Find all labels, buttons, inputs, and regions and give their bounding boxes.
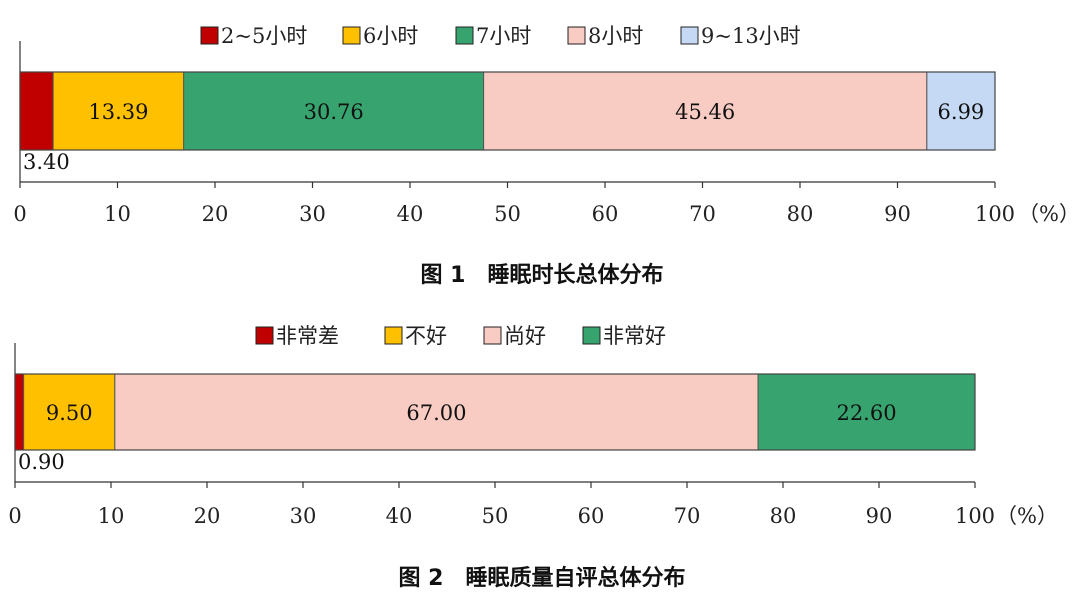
legend-label: 8小时 <box>588 24 643 48</box>
x-tick-label: 60 <box>592 202 619 226</box>
legend-swatch <box>455 26 474 45</box>
chart-caption: 图 1 睡眠时长总体分布 <box>421 262 664 288</box>
x-tick-label: 50 <box>482 504 509 528</box>
data-label: 22.60 <box>836 401 896 425</box>
bar-segment <box>19 71 54 151</box>
data-label: 45.46 <box>675 100 735 124</box>
bar-outline <box>19 71 996 151</box>
chart-caption: 图 2 睡眠质量自评总体分布 <box>399 565 686 591</box>
data-label: 0.90 <box>18 450 65 474</box>
x-tick-label: 70 <box>689 202 716 226</box>
x-tick-label: 10 <box>98 504 125 528</box>
data-label: 13.39 <box>88 100 148 124</box>
legend-swatch <box>200 26 219 45</box>
legend-label: 尚好 <box>504 324 546 348</box>
x-tick-label: 40 <box>386 504 413 528</box>
legend-swatch <box>384 326 403 345</box>
legend-label: 9~13小时 <box>701 24 801 48</box>
x-tick-label: 90 <box>884 202 911 226</box>
x-tick-label: 20 <box>202 202 229 226</box>
bar-segment <box>14 373 25 451</box>
x-unit-label: （%） <box>996 504 1058 528</box>
legend-swatch <box>255 326 274 345</box>
legend-label: 7小时 <box>476 24 531 48</box>
legend-swatch <box>483 326 502 345</box>
x-tick-label: 10 <box>104 202 131 226</box>
legend-label: 2~5小时 <box>221 24 307 48</box>
legend-swatch <box>680 26 699 45</box>
x-tick-label: 20 <box>194 504 221 528</box>
x-tick-label: 60 <box>578 504 605 528</box>
data-label: 9.50 <box>46 401 93 425</box>
x-tick-label: 50 <box>494 202 521 226</box>
x-tick-label: 100 <box>975 202 1015 226</box>
x-tick-label: 90 <box>866 504 893 528</box>
bar-outline <box>14 373 976 451</box>
legend-swatch <box>342 26 361 45</box>
legend-swatch <box>582 326 601 345</box>
x-tick-label: 30 <box>290 504 317 528</box>
x-tick-label: 100 <box>955 504 995 528</box>
x-tick-label: 80 <box>787 202 814 226</box>
x-tick-label: 0 <box>13 202 26 226</box>
x-unit-label: （%） <box>1018 202 1080 226</box>
bar-segment <box>114 373 759 451</box>
x-tick-label: 40 <box>397 202 424 226</box>
legend-label: 6小时 <box>363 24 418 48</box>
x-tick-label: 30 <box>299 202 326 226</box>
legend-swatch <box>567 26 586 45</box>
bar-segment <box>183 71 485 151</box>
legend-label: 非常差 <box>276 324 339 348</box>
legend-label: 不好 <box>405 324 447 348</box>
data-label: 67.00 <box>406 401 466 425</box>
data-label: 3.40 <box>23 150 70 174</box>
data-label: 6.99 <box>938 100 985 124</box>
x-tick-label: 0 <box>8 504 21 528</box>
x-tick-label: 70 <box>674 504 701 528</box>
data-label: 30.76 <box>304 100 364 124</box>
x-tick-label: 80 <box>770 504 797 528</box>
legend-label: 非常好 <box>603 324 666 348</box>
